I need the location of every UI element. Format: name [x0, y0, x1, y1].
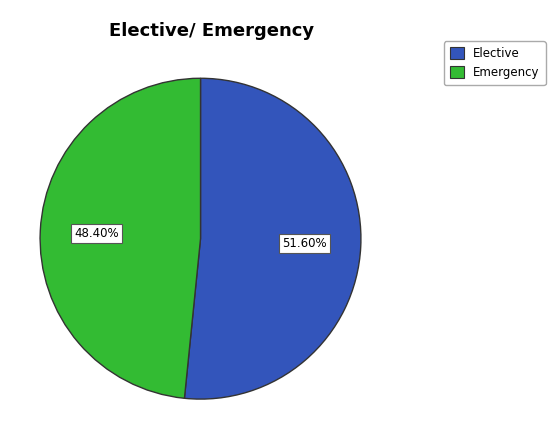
Wedge shape	[184, 78, 361, 399]
Text: Elective/ Emergency: Elective/ Emergency	[109, 22, 314, 40]
Text: 48.40%: 48.40%	[74, 227, 119, 240]
Wedge shape	[40, 78, 201, 398]
Legend: Elective, Emergency: Elective, Emergency	[443, 41, 545, 85]
Text: 51.60%: 51.60%	[282, 237, 327, 251]
